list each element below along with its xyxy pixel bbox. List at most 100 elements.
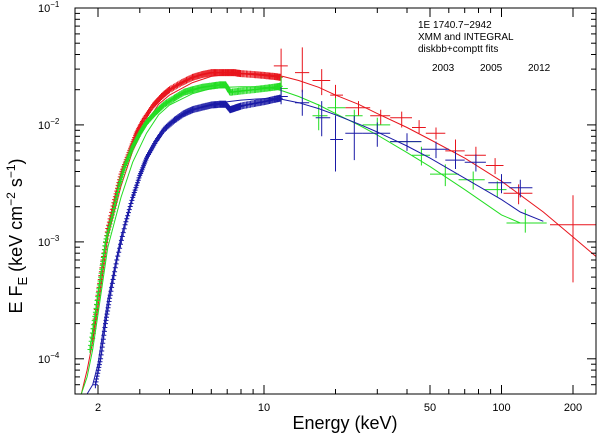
- integral-point: [506, 209, 547, 233]
- xmm-point: [111, 205, 117, 212]
- xmm-point: [113, 195, 119, 203]
- integral-point: [295, 47, 310, 93]
- integral-point: [445, 150, 465, 169]
- xmm-point: [104, 310, 110, 318]
- xmm-point: [94, 300, 99, 308]
- x-tick-label: 10: [258, 402, 270, 414]
- xmm-point: [89, 333, 95, 341]
- xmm-point: [94, 375, 99, 383]
- x-tick-label: 50: [424, 402, 436, 414]
- integral-point: [295, 89, 310, 116]
- xmm-point: [126, 209, 131, 217]
- xmm-point: [129, 196, 135, 204]
- xmm-point: [277, 94, 283, 102]
- xmm-point: [116, 248, 122, 256]
- subtitle-line-2: diskbb+comptt fits: [418, 44, 498, 55]
- xmm-point: [109, 279, 115, 287]
- xmm-point: [100, 339, 106, 347]
- xmm-point: [113, 260, 119, 268]
- xmm-point: [88, 337, 94, 345]
- xmm-point: [181, 78, 187, 85]
- xmm-point: [96, 285, 102, 293]
- integral-point: [485, 158, 504, 175]
- xmm-point: [92, 312, 98, 320]
- xmm-point: [115, 185, 121, 193]
- integral-point: [488, 174, 512, 194]
- xmm-point: [88, 341, 94, 349]
- xmm-point: [102, 324, 108, 331]
- series-2003: [80, 47, 597, 395]
- y-tick-label: 10−1: [38, 0, 60, 15]
- xmm-point: [114, 192, 120, 200]
- xmm-point: [277, 73, 283, 81]
- y-tick-label: 10−2: [38, 117, 60, 132]
- xmm-point: [162, 100, 168, 108]
- xmm-point: [112, 201, 118, 209]
- x-tick-label: 2: [95, 402, 101, 414]
- y-title-exp2: −1: [4, 164, 18, 178]
- xmm-point: [119, 233, 125, 240]
- integral-point: [330, 115, 343, 172]
- integral-point: [327, 98, 346, 116]
- integral-point: [430, 164, 459, 187]
- xmm-point: [100, 257, 106, 265]
- y-tick-exponent: −2: [50, 117, 60, 126]
- xmm-point: [95, 369, 101, 377]
- x-tick-label: 100: [492, 402, 510, 414]
- integral-point: [484, 181, 507, 198]
- xmm-point: [166, 98, 172, 105]
- xmm-point: [103, 238, 108, 246]
- xmm-point: [165, 98, 171, 106]
- xmm-point: [103, 235, 109, 243]
- plot-frame: [74, 7, 597, 395]
- xmm-point: [105, 229, 111, 237]
- x-axis-title: Energy (keV): [292, 413, 397, 433]
- xmm-point: [109, 214, 115, 222]
- xmm-point: [145, 152, 150, 160]
- xmm-point: [120, 229, 126, 237]
- xmm-point: [185, 76, 191, 84]
- xmm-point: [112, 268, 118, 276]
- xmm-point: [91, 317, 97, 325]
- integral-point: [412, 120, 426, 134]
- integral-point: [330, 84, 343, 105]
- integral-point: [550, 195, 596, 283]
- y-tick-exponent: −1: [50, 0, 60, 9]
- xmm-point: [187, 75, 193, 83]
- xmm-point: [111, 272, 117, 280]
- y-tick-mantissa: 10: [38, 120, 50, 132]
- y-tick-exponent: −3: [50, 234, 60, 243]
- integral-point: [464, 154, 486, 172]
- xmm-point: [121, 225, 127, 233]
- xmm-point: [151, 141, 157, 149]
- xmm-point: [95, 293, 101, 301]
- series-2005: [80, 76, 547, 395]
- xmm-point: [126, 206, 132, 214]
- y-tick-label: 10−4: [38, 351, 60, 366]
- model-curve-2003: [80, 73, 597, 395]
- y-title-exp1: −2: [4, 192, 18, 206]
- xmm-point: [107, 220, 113, 228]
- y-tick-mantissa: 10: [38, 3, 50, 15]
- y-title-units: (keV cm: [6, 206, 26, 277]
- xmm-point: [184, 76, 189, 84]
- xmm-point: [92, 308, 98, 316]
- xmm-point: [89, 329, 95, 337]
- integral-point: [273, 87, 288, 105]
- integral-point: [362, 117, 391, 134]
- xmm-point: [94, 372, 100, 380]
- xmm-point: [102, 242, 108, 250]
- xmm-point: [96, 281, 102, 289]
- chart-title: 1E 1740.7−2942: [418, 20, 492, 31]
- x-tick-label: 200: [564, 402, 582, 414]
- xmm-point: [106, 223, 112, 231]
- xmm-point: [110, 208, 116, 216]
- xmm-point: [94, 297, 100, 304]
- xmm-point: [90, 325, 96, 333]
- xmm-point: [112, 264, 118, 272]
- y-tick-mantissa: 10: [38, 237, 50, 249]
- xmm-point: [115, 189, 120, 196]
- xmm-point: [96, 361, 102, 369]
